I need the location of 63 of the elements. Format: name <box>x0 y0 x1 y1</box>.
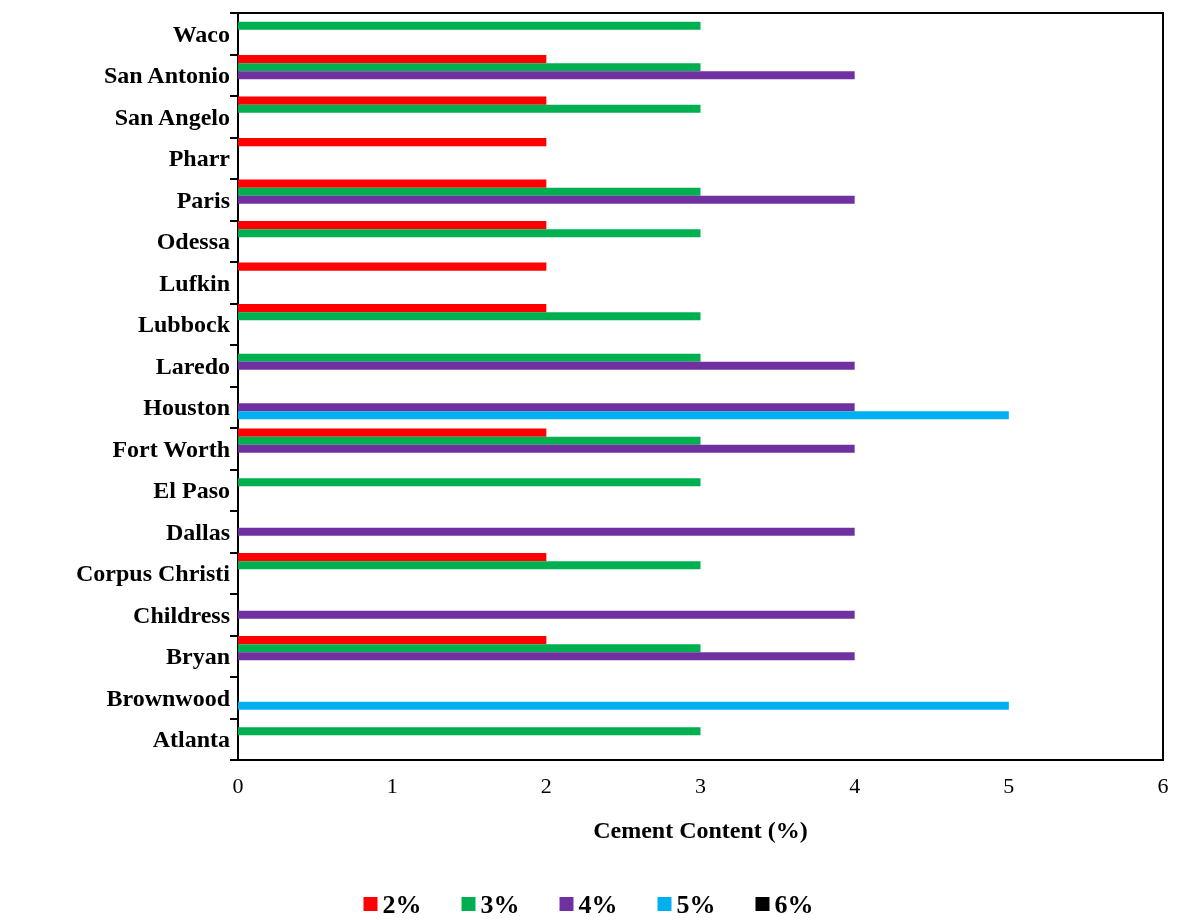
x-tick-label: 5 <box>1003 772 1015 798</box>
bar <box>238 312 701 321</box>
y-tick-label: Paris <box>176 186 230 213</box>
legend-label: 5% <box>676 889 716 919</box>
y-tick-label: Pharr <box>168 145 231 172</box>
bar <box>238 55 547 64</box>
bar <box>238 63 701 72</box>
x-tick-label: 1 <box>386 772 398 798</box>
x-axis-title: Cement Content (%) <box>593 817 808 843</box>
bar <box>238 610 855 619</box>
y-tick-label: Childress <box>133 601 230 628</box>
bar <box>238 229 701 238</box>
bar <box>238 71 855 80</box>
y-tick-label: El Paso <box>153 477 230 504</box>
bar <box>238 403 855 412</box>
bar <box>238 195 855 204</box>
y-tick-label: Brownwood <box>106 684 231 711</box>
legend-label: 3% <box>480 889 520 919</box>
bar <box>238 701 1009 710</box>
y-tick-label: Corpus Christi <box>75 560 231 587</box>
y-tick-label: San Antonio <box>103 62 230 89</box>
bar <box>238 652 855 661</box>
x-tick-label: 3 <box>695 772 706 798</box>
bar <box>238 187 701 196</box>
bar <box>238 138 547 147</box>
legend-label: 2% <box>382 889 422 919</box>
x-tick-label: 2 <box>540 772 552 798</box>
y-tick-label: San Angelo <box>114 103 230 130</box>
bar <box>238 644 701 653</box>
bar <box>238 104 701 113</box>
y-tick-label: Fort Worth <box>112 435 230 462</box>
y-tick-label: Bryan <box>165 643 230 670</box>
bar <box>238 428 547 437</box>
bar <box>238 262 547 271</box>
bar <box>238 444 855 453</box>
bar <box>238 353 701 362</box>
y-tick-label: Odessa <box>156 228 230 255</box>
legend-label: 4% <box>578 889 618 919</box>
y-tick-label: Houston <box>143 394 230 421</box>
y-tick-label: Atlanta <box>152 726 230 753</box>
x-tick-label: 0 <box>232 772 244 798</box>
bar <box>238 304 547 313</box>
bar <box>238 21 701 30</box>
bar <box>238 636 547 645</box>
bar <box>238 361 855 370</box>
legend-label: 6% <box>774 889 814 919</box>
bar <box>238 221 547 230</box>
y-tick-label: Dallas <box>165 518 230 545</box>
bar <box>238 561 701 570</box>
bar <box>238 527 855 536</box>
y-tick-label: Laredo <box>155 352 230 379</box>
y-tick-label: Lubbock <box>137 311 231 338</box>
bar <box>238 436 701 445</box>
x-tick-label: 4 <box>849 772 861 798</box>
bar <box>238 179 547 188</box>
bar <box>238 727 701 736</box>
bar <box>238 411 1009 420</box>
y-tick-label: Waco <box>172 20 230 47</box>
x-tick-label: 6 <box>1157 772 1169 798</box>
y-tick-label: Lufkin <box>159 269 230 296</box>
bar <box>238 96 547 105</box>
bar <box>238 553 547 562</box>
bar <box>238 478 701 487</box>
